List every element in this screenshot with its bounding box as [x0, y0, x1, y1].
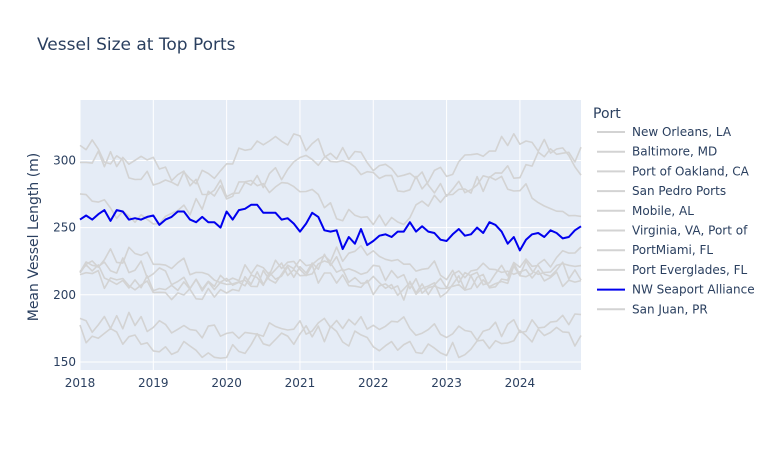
series-line-virginia-va-port-of: [79, 175, 582, 227]
series-line-san-juan-pr: [79, 324, 582, 359]
x-tick-label: 2021: [285, 376, 316, 390]
series-line-baltimore-md: [79, 253, 582, 294]
series-line-san-pedro-ports: [79, 133, 582, 193]
series-line-portmiami-fl: [79, 244, 582, 289]
chart-title: Vessel Size at Top Ports: [37, 35, 236, 55]
legend-label-portmiami-fl: PortMiami, FL: [632, 243, 713, 257]
legend: Port New Orleans, LA Baltimore, MD Port of…: [593, 106, 755, 316]
x-tick-label: 2023: [431, 376, 462, 390]
legend-title: Port: [593, 106, 621, 122]
y-tick-label: 300: [53, 153, 76, 167]
legend-label-virginia-va-port-of: Virginia, VA, Port of: [632, 224, 748, 238]
x-tick-label: 2022: [358, 376, 389, 390]
y-axis-title: Mean Vessel Length (m): [26, 153, 42, 322]
y-tick-label: 250: [53, 221, 76, 235]
y-tick-label: 200: [53, 288, 76, 302]
x-tick-label: 2019: [138, 376, 169, 390]
x-tick-label: 2024: [505, 376, 536, 390]
legend-label-port-everglades-fl: Port Everglades, FL: [632, 263, 747, 277]
legend-label-mobile-al: Mobile, AL: [632, 204, 694, 218]
x-tick-label: 2020: [211, 376, 242, 390]
series-line-port-everglades-fl: [79, 259, 582, 301]
x-tick-label: 2018: [65, 376, 96, 390]
series-line-nw-seaport-alliance: [79, 203, 582, 252]
legend-label-san-pedro-ports: San Pedro Ports: [632, 184, 726, 198]
y-tick-label: 150: [53, 355, 76, 369]
legend-label-san-juan-pr: San Juan, PR: [632, 302, 708, 316]
legend-label-port-of-oakland-ca: Port of Oakland, CA: [632, 164, 750, 178]
legend-label-nw-seaport-alliance: NW Seaport Alliance: [632, 283, 755, 297]
legend-label-baltimore-md: Baltimore, MD: [632, 145, 717, 159]
legend-label-new-orleans-la: New Orleans, LA: [632, 125, 732, 139]
series-line-port-of-oakland-ca: [80, 146, 582, 198]
plot-area: 2018 2019 2020 2021 2022 2023 2024 150 200 250 300: [53, 100, 582, 390]
